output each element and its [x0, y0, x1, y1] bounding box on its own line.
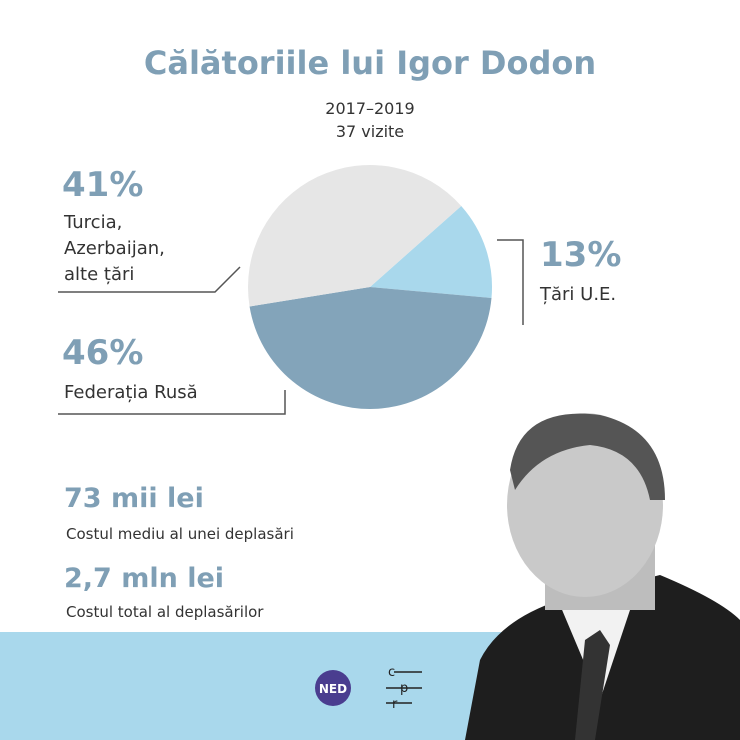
ned-logo — [315, 670, 351, 706]
cpr-letter: c — [388, 665, 395, 680]
stat-label: Costul total al deplasărilor — [66, 603, 264, 621]
pie-slice — [248, 165, 462, 307]
leader-line — [58, 266, 241, 293]
leader-lines — [58, 239, 524, 415]
leader-line — [58, 390, 286, 415]
slice-value-label: 46% — [62, 333, 144, 373]
stat-value: 2,7 mln lei — [64, 563, 225, 594]
slice-value-label: 13% — [540, 235, 622, 275]
cpr-letter: p — [400, 681, 408, 696]
subtitle: 37 vizite — [336, 122, 404, 141]
chart-title: Călătoriile lui Igor Dodon — [144, 44, 596, 82]
leader-line — [497, 239, 524, 325]
slice-label: Federația Rusă — [64, 382, 198, 403]
pie-slice — [249, 287, 492, 410]
slice-label: Țări U.E. — [540, 284, 617, 305]
ned-logo-text: NED — [319, 682, 347, 696]
slice-label: Turcia, Azerbaijan, alte țări — [64, 212, 165, 285]
portrait — [465, 413, 740, 740]
slice-value-label: 41% — [62, 165, 144, 205]
subtitle: 2017–2019 — [325, 99, 414, 118]
stat-value: 73 mii lei — [64, 483, 204, 514]
stat-label: Costul mediu al unei deplasări — [66, 525, 294, 543]
pie-slice — [370, 206, 492, 299]
cpr-letter: r — [392, 697, 398, 712]
pie — [248, 165, 492, 410]
cpr-logo — [386, 671, 422, 704]
